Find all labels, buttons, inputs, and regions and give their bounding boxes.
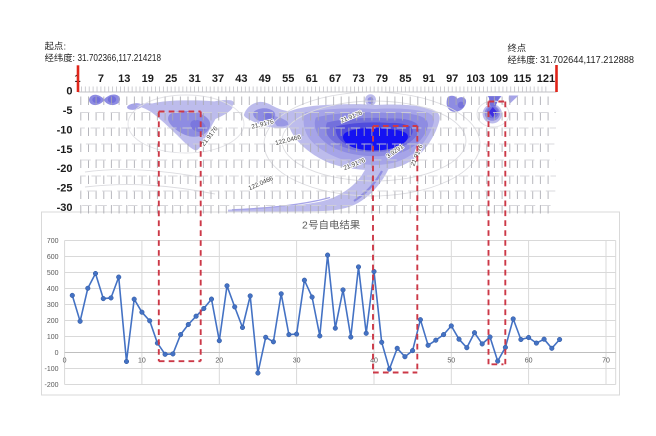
svg-text:60: 60 (525, 358, 533, 365)
svg-text:0: 0 (63, 358, 67, 365)
svg-text:49: 49 (259, 73, 271, 85)
svg-text:-30: -30 (57, 202, 73, 214)
svg-text::: : (73, 53, 76, 63)
svg-text:30: 30 (293, 358, 301, 365)
svg-text:25: 25 (165, 73, 177, 85)
svg-text:500: 500 (47, 270, 59, 277)
svg-text:55: 55 (282, 73, 294, 85)
svg-text:50: 50 (447, 358, 455, 365)
svg-text:700: 700 (47, 238, 59, 245)
svg-text:0: 0 (55, 350, 59, 357)
svg-text:37: 37 (212, 73, 224, 85)
svg-text:0: 0 (66, 86, 72, 98)
svg-text:91: 91 (423, 73, 435, 85)
svg-text:115: 115 (514, 73, 532, 85)
svg-text:31: 31 (188, 73, 200, 85)
svg-text:7: 7 (98, 73, 104, 85)
svg-text:100: 100 (47, 334, 59, 341)
svg-text:13: 13 (118, 73, 130, 85)
svg-text:73: 73 (352, 73, 364, 85)
svg-text:-20: -20 (57, 163, 73, 175)
svg-text:97: 97 (446, 73, 458, 85)
svg-text:31.702644,117.212888: 31.702644,117.212888 (540, 55, 634, 66)
svg-text:600: 600 (47, 254, 59, 261)
svg-text:85: 85 (399, 73, 411, 85)
svg-text:67: 67 (329, 73, 341, 85)
svg-text:61: 61 (306, 73, 318, 85)
svg-text:19: 19 (142, 73, 154, 85)
svg-text:103: 103 (466, 73, 484, 85)
svg-text::: : (535, 55, 538, 65)
svg-text:70: 70 (602, 358, 610, 365)
svg-text:-15: -15 (57, 144, 73, 156)
svg-text:-5: -5 (63, 105, 73, 117)
svg-text:122.0466: 122.0466 (275, 134, 303, 147)
svg-text:122.0466: 122.0466 (247, 175, 274, 192)
svg-text:-200: -200 (44, 382, 58, 389)
svg-text:20: 20 (215, 358, 223, 365)
svg-text:10: 10 (138, 358, 146, 365)
svg-text:-25: -25 (57, 183, 73, 195)
svg-text:43: 43 (235, 73, 247, 85)
svg-text:40: 40 (370, 358, 378, 365)
svg-text:-100: -100 (44, 366, 58, 373)
svg-text:79: 79 (376, 73, 388, 85)
svg-text:200: 200 (47, 318, 59, 325)
svg-text:300: 300 (47, 302, 59, 309)
svg-text::: : (64, 41, 67, 51)
svg-text:109: 109 (490, 73, 508, 85)
svg-text:400: 400 (47, 286, 59, 293)
svg-text:-10: -10 (57, 124, 73, 136)
svg-text:31.702366,117.214218: 31.702366,117.214218 (78, 53, 162, 64)
svg-text:121: 121 (537, 73, 555, 85)
svg-text:2: 2 (302, 221, 308, 232)
